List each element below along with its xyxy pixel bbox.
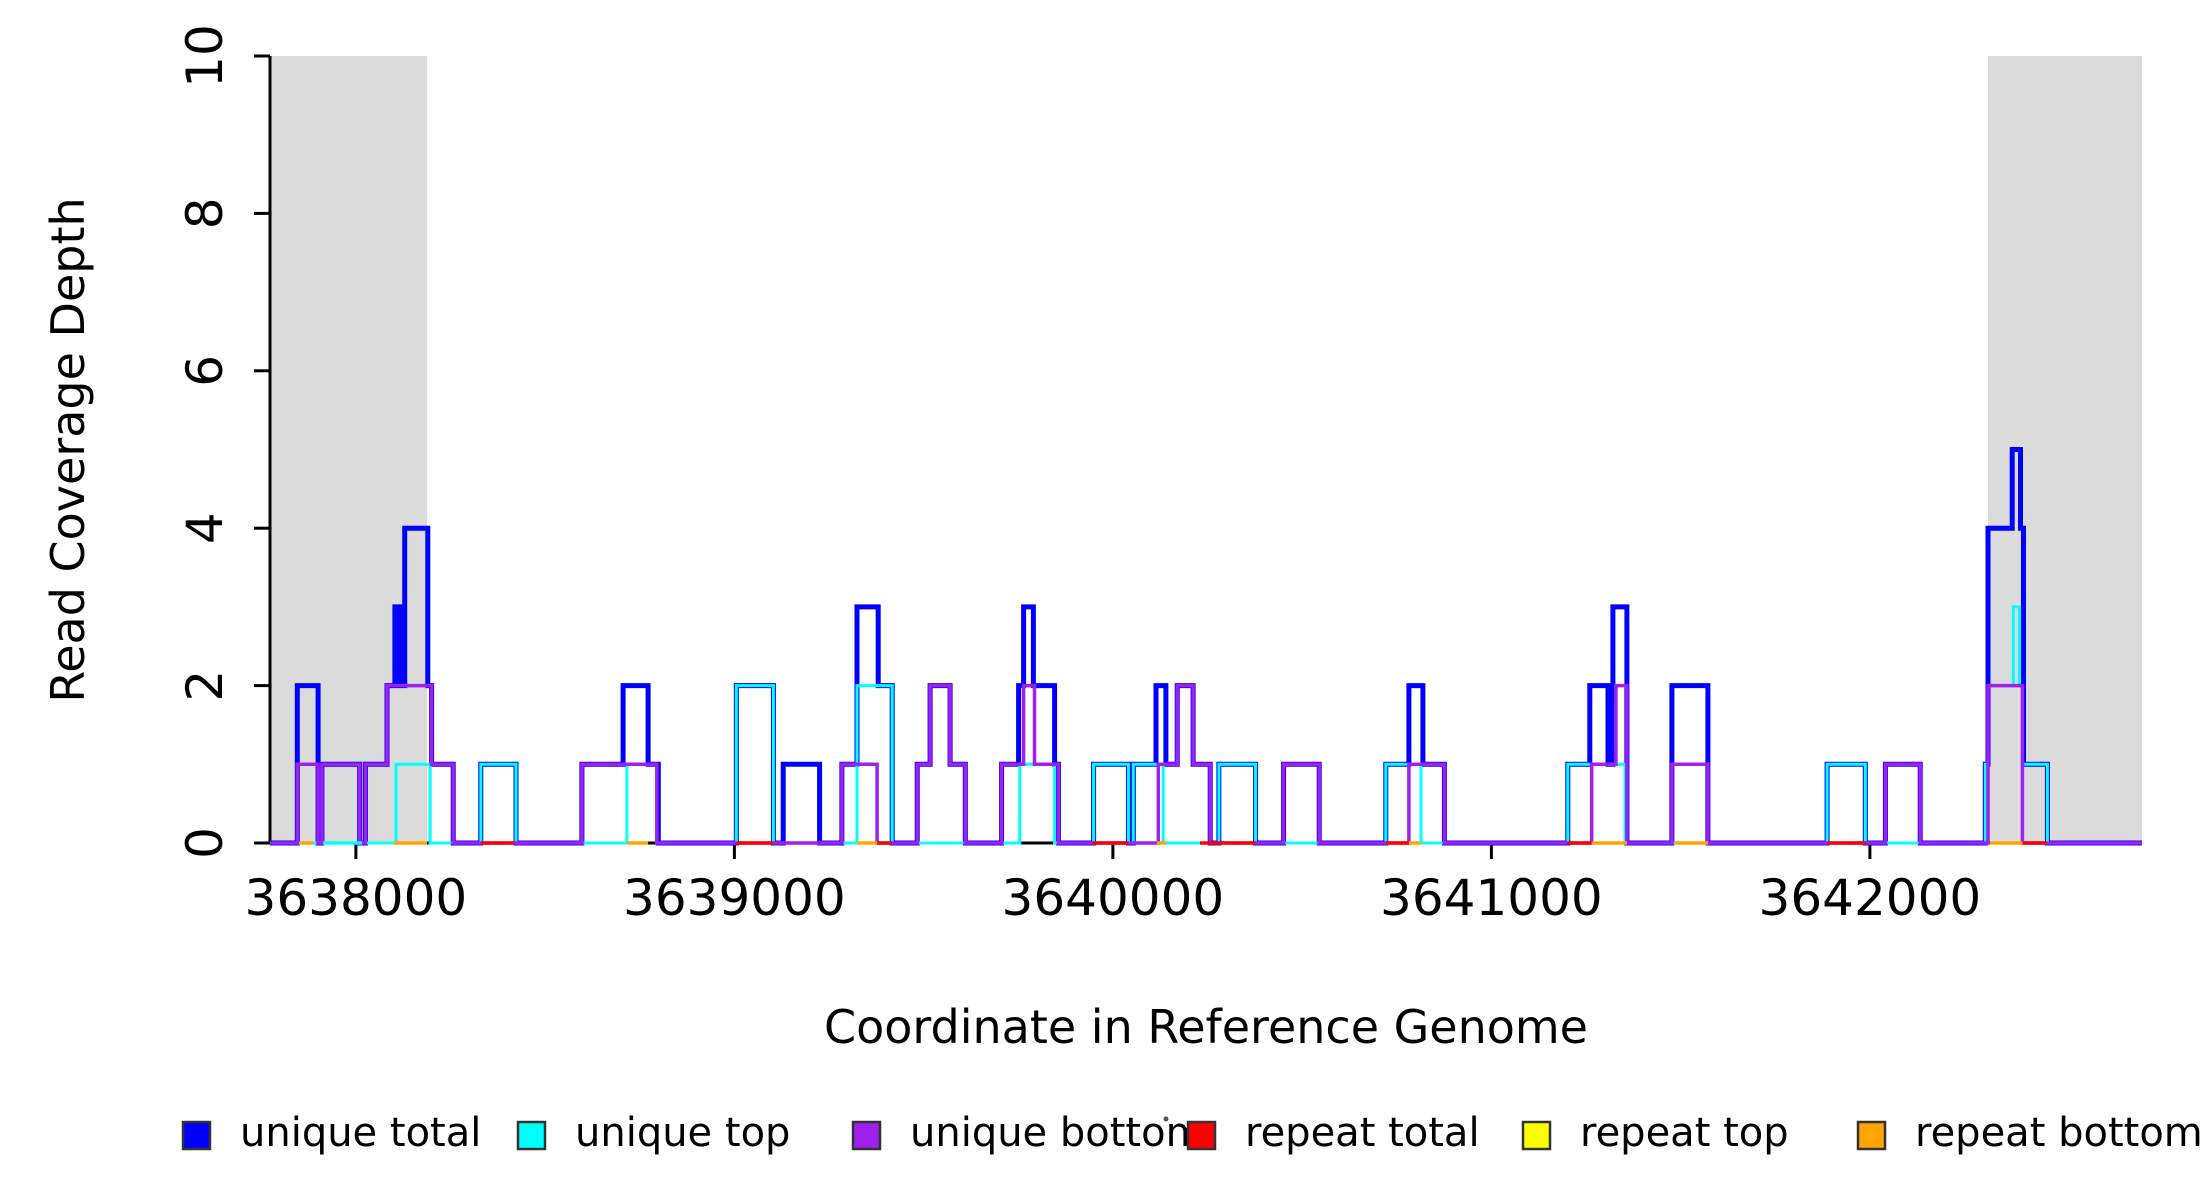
y-tick-label: 10 [176, 24, 234, 88]
legend-label: unique bottom [910, 1110, 1205, 1156]
legend-label: repeat total [1245, 1110, 1480, 1156]
legend: unique total unique top unique bottom repea… [181, 1110, 2200, 1156]
y-tick-label: 0 [176, 827, 234, 859]
legend-item-repeat-bottom: repeat bottom [1856, 1110, 2200, 1156]
legend-item-unique-total: unique total [181, 1110, 481, 1156]
x-tick-label: 3639000 [623, 869, 846, 927]
series-unique-total [270, 447, 2142, 846]
axes [268, 56, 2142, 845]
legend-label: unique total [240, 1110, 481, 1156]
shaded-region-0 [270, 56, 428, 843]
x-tick-label: 3640000 [1002, 869, 1225, 927]
series-layer [270, 447, 2142, 846]
y-tick-label: 8 [176, 197, 234, 229]
series-unique-bottom [270, 683, 2142, 845]
x-tick-label: 3642000 [1759, 869, 1982, 927]
legend-swatch-unique-total [181, 1120, 212, 1151]
shaded-regions [270, 56, 2142, 843]
legend-item-repeat-total: repeat total [1186, 1110, 1480, 1156]
stray-dot [1163, 1116, 1169, 1122]
x-tick-label: 3638000 [245, 869, 468, 927]
legend-swatch-repeat-total [1186, 1120, 1217, 1151]
series-unique-top [270, 605, 2142, 845]
legend-swatch-unique-top [516, 1120, 547, 1151]
y-axis-title: Read Coverage Depth [41, 197, 95, 702]
y-axis-ticks: 0 2 4 6 8 10 [176, 24, 270, 859]
legend-item-repeat-top: repeat top [1521, 1110, 1789, 1156]
legend-swatch-unique-bottom [851, 1120, 882, 1151]
legend-label: repeat bottom [1915, 1110, 2200, 1156]
x-tick-label: 3641000 [1380, 869, 1603, 927]
legend-item-unique-top: unique top [516, 1110, 790, 1156]
y-tick-label: 4 [176, 512, 234, 544]
legend-label: repeat top [1580, 1110, 1789, 1156]
legend-swatch-repeat-bottom [1856, 1120, 1887, 1151]
x-axis-ticks: 3638000 3639000 3640000 3641000 3642000 [245, 843, 1982, 927]
y-tick-label: 2 [176, 670, 234, 702]
x-axis-title: Coordinate in Reference Genome [824, 1000, 1588, 1054]
y-tick-label: 6 [176, 355, 234, 387]
legend-item-unique-bottom: unique bottom [851, 1110, 1205, 1156]
legend-swatch-repeat-top [1521, 1120, 1552, 1151]
legend-label: unique top [575, 1110, 790, 1156]
